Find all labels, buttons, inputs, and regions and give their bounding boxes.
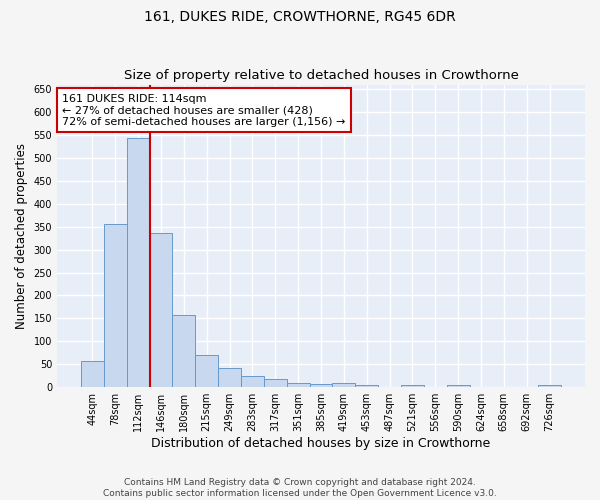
Bar: [172, 315, 196, 387]
X-axis label: Distribution of detached houses by size in Crowthorne: Distribution of detached houses by size …: [151, 437, 491, 450]
Y-axis label: Number of detached properties: Number of detached properties: [15, 143, 28, 329]
Bar: [127, 138, 149, 387]
Bar: [81, 360, 104, 387]
Bar: [196, 355, 218, 387]
Bar: [149, 232, 172, 387]
Bar: [332, 382, 355, 387]
Bar: [355, 385, 378, 387]
Bar: [241, 376, 264, 387]
Bar: [538, 385, 561, 387]
Title: Size of property relative to detached houses in Crowthorne: Size of property relative to detached ho…: [124, 69, 518, 82]
Text: 161, DUKES RIDE, CROWTHORNE, RG45 6DR: 161, DUKES RIDE, CROWTHORNE, RG45 6DR: [144, 10, 456, 24]
Bar: [310, 384, 332, 387]
Bar: [218, 368, 241, 387]
Bar: [447, 385, 470, 387]
Text: 161 DUKES RIDE: 114sqm
← 27% of detached houses are smaller (428)
72% of semi-de: 161 DUKES RIDE: 114sqm ← 27% of detached…: [62, 94, 346, 127]
Bar: [104, 224, 127, 387]
Bar: [264, 380, 287, 387]
Text: Contains HM Land Registry data © Crown copyright and database right 2024.
Contai: Contains HM Land Registry data © Crown c…: [103, 478, 497, 498]
Bar: [401, 385, 424, 387]
Bar: [287, 382, 310, 387]
